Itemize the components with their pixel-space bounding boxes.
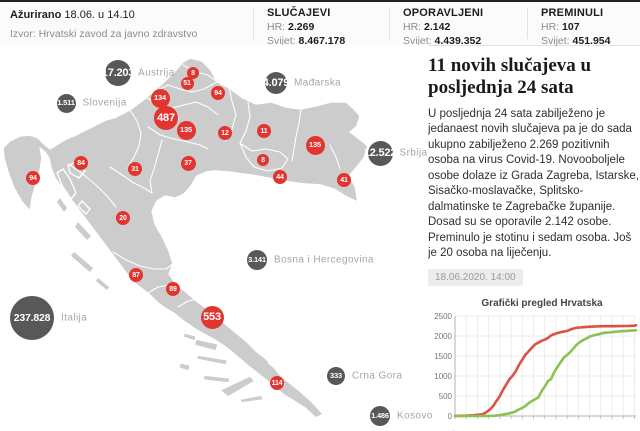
stat-deaths: PREMINULI HR: 107 Svijet: 451.954 [541,7,610,47]
county-bubble[interactable]: 84 [74,156,88,170]
article-body: U posljednja 24 sata zabilježeno je jeda… [428,107,639,260]
cumulative-chart-block: Grafički pregled Hrvatska 0 500 1000 1500 20… [428,298,640,431]
header-divider [253,8,254,39]
country-label: Italija [61,312,88,324]
country-label: Bosna i Hercegovina [274,254,374,266]
county-bubble[interactable]: 20 [116,211,130,225]
county-bubble[interactable]: 37 [180,155,196,171]
world-cases-value: 8.467.178 [298,35,346,47]
county-bubble[interactable]: 51 [180,76,194,90]
updated-label: Ažurirano [10,9,62,21]
source-label: Izvor: Hrvatski zavod za javno zdravstvo [10,28,198,40]
county-bubble[interactable]: 487 [154,106,178,130]
world-label: Svijet: [403,35,432,47]
map-bubbles: 17.203 Austrija 1.511 Slovenija 4.079 Mađarsk… [0,45,432,431]
country-label: Austrija [138,67,175,79]
hr-label: HR: [403,21,422,33]
hr-cases-value: 2.269 [288,21,315,33]
hr-recovered-value: 2.142 [424,21,451,33]
country-bubble[interactable]: 1.486 [370,406,390,426]
svg-text:26.02.: 26.02. [441,427,461,431]
country-bubble[interactable]: 12.522 [364,140,396,166]
svg-text:1000: 1000 [434,372,452,381]
svg-text:2000: 2000 [434,332,452,341]
svg-text:2500: 2500 [434,312,452,321]
updated-value: 18.06. u 14.10 [64,9,135,21]
croatia-map [2,57,369,419]
header-divider [527,8,528,39]
stat-deaths-title: PREMINULI [541,7,604,19]
stat-recovered: OPORAVLJENI HR: 2.142 Svijet: 4.439.352 [403,7,483,47]
country-bubble[interactable]: 3.141 [247,250,267,270]
header-bar: Ažurirano 18.06. u 14.10 Izvor: Hrvatski… [0,2,640,47]
country-label: Crna Gora [352,370,403,382]
world-label: Svijet: [541,35,570,47]
svg-text:0: 0 [448,412,453,421]
county-bubble[interactable]: 87 [129,268,143,282]
county-bubble[interactable]: 135 [305,135,325,155]
islands [55,161,264,404]
county-bubble[interactable]: 11 [257,124,271,138]
county-bubble[interactable]: 114 [270,376,284,390]
county-bubble[interactable]: 41 [337,173,351,187]
stat-cases: SLUČAJEVI HR: 2.269 Svijet: 8.467.178 [267,7,345,47]
svg-text:500: 500 [439,392,453,401]
country-bubble[interactable]: 1.511 [56,93,76,113]
hr-label: HR: [541,21,560,33]
county-bubble[interactable]: 553 [200,305,224,329]
county-bubble[interactable]: 44 [273,170,287,184]
county-bubble[interactable]: 8 [187,67,199,79]
article-title: 11 novih slučajeva u posljednja 24 sata [428,55,592,98]
country-bubble[interactable]: 17.203 [102,60,134,86]
world-deaths-value: 451.954 [572,35,611,47]
cumulative-line-chart: 0 500 1000 1500 2000 2500 26.02. [434,312,638,431]
county-bubble[interactable]: 135 [176,120,196,140]
hr-deaths-value: 107 [562,21,580,33]
county-bubble[interactable]: 89 [166,282,180,296]
country-bubble[interactable]: 237.828 [10,296,54,340]
county-bubble[interactable]: 31 [128,162,142,176]
stat-recovered-title: OPORAVLJENI [403,7,484,19]
country-bubble[interactable]: 333 [327,367,345,385]
map-region: 17.203 Austrija 1.511 Slovenija 4.079 Mađarsk… [0,45,432,431]
update-info: Ažurirano 18.06. u 14.10 Izvor: Hrvatski… [10,9,197,40]
county-bubble[interactable]: 94 [26,171,40,185]
timestamp-badge: 18.06.2020. 14:00 [428,268,523,286]
country-label: Slovenija [82,97,127,109]
country-label: Kosovo [397,410,433,422]
world-recovered-value: 4.439.352 [434,35,482,47]
svg-text:1500: 1500 [434,352,452,361]
header-divider [389,8,390,39]
county-bubble[interactable]: 134 [150,88,170,108]
top-border [0,0,640,2]
country-label: Srbija [399,147,428,159]
stat-cases-title: SLUČAJEVI [267,7,331,19]
county-bubble[interactable]: 8 [257,154,269,166]
county-bubble[interactable]: 12 [218,126,232,140]
country-bubble[interactable]: 4.079 [263,72,289,94]
county-bubble[interactable]: 94 [211,86,225,100]
world-label: Svijet: [267,35,296,47]
hr-label: HR: [267,21,286,33]
country-label: Mađarska [294,77,342,89]
line-chart-title: Grafički pregled Hrvatska [481,297,603,309]
news-panel: 11 novih slučajeva u posljednja 24 sata … [428,45,640,431]
